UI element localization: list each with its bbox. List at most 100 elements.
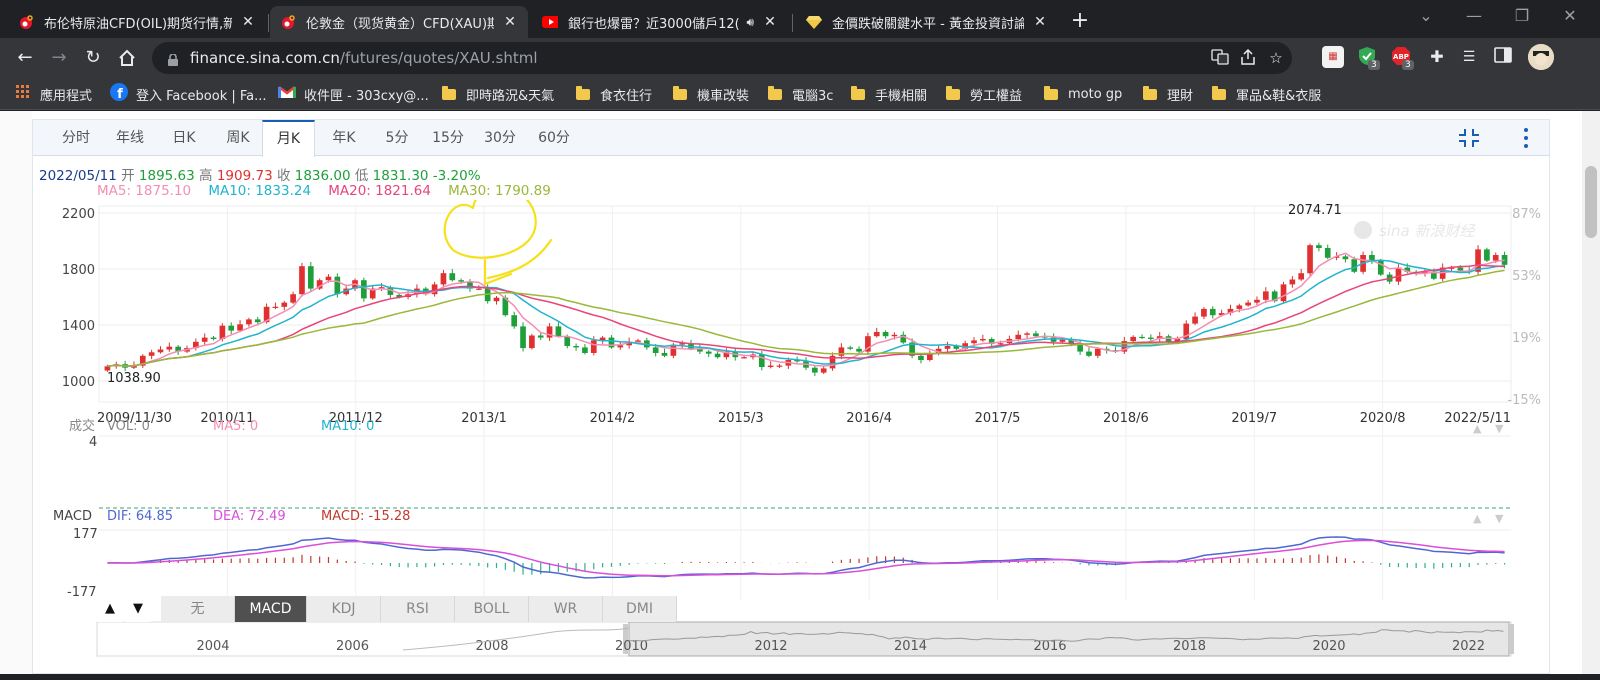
tab-period-yearline[interactable]: 年线 — [116, 130, 144, 146]
bookmark-facebook[interactable]: f 登入 Facebook | Fa... — [110, 83, 267, 104]
maximize-button[interactable]: ❐ — [1514, 6, 1530, 25]
navigator-year-label: 2008 — [475, 639, 508, 654]
profile-avatar[interactable] — [1528, 44, 1554, 70]
indicator-tab-wr[interactable]: WR — [529, 596, 603, 622]
candle-body — [1148, 337, 1154, 339]
indicator-up-button[interactable]: ▲ — [97, 596, 123, 622]
candle-body — [820, 368, 827, 373]
tab-period-60min[interactable]: 60分 — [538, 130, 570, 146]
url-text[interactable]: finance.sina.com.cn/futures/quotes/XAU.s… — [190, 49, 538, 67]
bookmark-folder-finance[interactable]: 理財 — [1143, 85, 1193, 104]
x-axis-labels: 2009/11/30 2010/11 2011/12 2013/1 2014/2 2015… — [97, 411, 1511, 426]
bookmark-star-icon[interactable]: ☆ — [1269, 49, 1283, 67]
tab-xau[interactable]: 伦敦金（现货黄金）CFD(XAU)期 ✕ — [270, 6, 528, 38]
folder-icon — [946, 85, 960, 100]
indicator-tab-rsi[interactable]: RSI — [381, 596, 455, 622]
candle-body — [590, 340, 597, 353]
volume-ma10: MA10: 0 — [321, 419, 374, 434]
candle-body — [608, 337, 615, 348]
candle-body — [564, 336, 571, 346]
candle-body — [1307, 245, 1313, 274]
more-options-icon[interactable] — [1523, 126, 1529, 150]
bookmark-apps[interactable]: 應用程式 — [16, 85, 92, 104]
tab-period-30min[interactable]: 30分 — [484, 130, 516, 146]
share-icon[interactable] — [1238, 48, 1258, 68]
y-tick-label: 2200 — [62, 207, 95, 222]
ext-news-icon[interactable]: ▦ — [1322, 46, 1344, 68]
candle-body — [661, 353, 668, 356]
right-tick-label: -15% — [1507, 393, 1541, 408]
tab-period-monthly[interactable]: 月K — [262, 120, 315, 157]
tab-period-weekly[interactable]: 周K — [226, 130, 250, 146]
watermark-text: sina 新浪财经 — [1379, 222, 1476, 240]
side-panel-icon[interactable] — [1492, 46, 1514, 68]
candle-body — [272, 306, 279, 308]
folder-icon — [851, 85, 865, 100]
bookmark-folder-living[interactable]: 食衣住行 — [576, 85, 652, 104]
close-icon[interactable]: ✕ — [1034, 14, 1046, 30]
bookmark-gmail[interactable]: 收件匣 - 303cxy@... — [278, 85, 429, 104]
bookmark-folder-gear[interactable]: 軍品&鞋&衣服 — [1212, 85, 1321, 104]
tab-search-icon[interactable]: ⌄ — [1419, 6, 1433, 25]
indicator-tab-dmi[interactable]: DMI — [603, 596, 677, 622]
bookmark-folder-traffic[interactable]: 即時路況&天氣 — [442, 85, 554, 104]
scroll-thumb[interactable] — [1585, 166, 1597, 238]
close-icon[interactable]: ✕ — [242, 14, 254, 30]
candle-body — [626, 341, 632, 346]
bookmark-folder-3c[interactable]: 電腦3c — [768, 85, 833, 104]
extensions-puzzle-icon[interactable]: ✚ — [1430, 47, 1444, 66]
tab-period-15min[interactable]: 15分 — [432, 130, 464, 146]
media-queue-icon[interactable]: ☰ — [1462, 49, 1476, 65]
tab-period-yearly[interactable]: 年K — [332, 130, 356, 146]
speaker-icon[interactable]: 🔊︎ — [746, 14, 754, 29]
home-button[interactable] — [114, 45, 140, 71]
window-close-button[interactable]: ✕ — [1563, 6, 1577, 25]
candle-body — [812, 367, 818, 373]
folder-icon — [673, 85, 687, 100]
scroll-up-arrow: ▲ — [1473, 422, 1482, 435]
candle-body — [1236, 305, 1243, 309]
indicator-tab-macd[interactable]: MACD — [235, 596, 307, 622]
bookmark-folder-phone[interactable]: 手機相關 — [851, 85, 927, 104]
navigator-line — [628, 629, 1504, 642]
navigator-year-label: 2020 — [1312, 639, 1345, 654]
tab-brent-oil[interactable]: 布伦特原油CFD(OIL)期货行情,新 ✕ — [8, 6, 266, 38]
indicator-tab-boll[interactable]: BOLL — [455, 596, 529, 622]
close-icon[interactable]: ✕ — [504, 14, 516, 30]
new-tab-button[interactable]: + — [1070, 8, 1090, 33]
tab-title: 金價跌破關鍵水平 - 黃金投資討論 — [832, 16, 1024, 32]
reload-button[interactable]: ↻ — [85, 47, 101, 68]
tab-gold-forum[interactable]: 金價跌破關鍵水平 - 黃金投資討論 ✕ — [796, 6, 1058, 38]
ext-badge: 3 — [1402, 60, 1414, 70]
page-scrollbar[interactable] — [1582, 111, 1600, 674]
candle-body — [157, 349, 164, 353]
annotation-circle — [443, 200, 537, 259]
kline-chart[interactable]: sina 新浪财经 2200 1800 1400 1000 87% 53% 19% -15%… — [33, 200, 1549, 680]
candle-body — [829, 355, 836, 369]
forward-button[interactable]: → — [51, 47, 67, 68]
bookmark-folder-motorbike[interactable]: 機車改裝 — [673, 85, 749, 104]
back-button[interactable]: ← — [17, 47, 33, 68]
candle-body — [573, 346, 579, 348]
candle-body — [537, 335, 544, 338]
tab-period-daily[interactable]: 日K — [172, 130, 196, 146]
candle-body — [1068, 339, 1075, 344]
translate-icon[interactable] — [1210, 48, 1230, 68]
close-icon[interactable]: ✕ — [764, 14, 776, 30]
tab-period-5min[interactable]: 5分 — [385, 130, 409, 146]
lock-icon[interactable] — [168, 51, 178, 66]
indicator-tab-none[interactable]: 无 — [161, 596, 235, 622]
indicator-tab-kdj[interactable]: KDJ — [307, 596, 381, 622]
bookmark-folder-motogp[interactable]: moto gp — [1044, 85, 1122, 103]
tab-period-intraday[interactable]: 分时 — [62, 130, 90, 146]
indicator-down-button[interactable]: ▼ — [125, 596, 151, 622]
candle-body — [431, 284, 438, 295]
annotation-arrow-head — [483, 258, 513, 286]
address-bar[interactable]: finance.sina.com.cn/futures/quotes/XAU.s… — [152, 42, 1292, 74]
candle-body — [316, 280, 323, 289]
bookmark-folder-labor[interactable]: 勞工權益 — [946, 85, 1022, 104]
fullscreen-icon[interactable] — [1457, 127, 1481, 149]
minimize-button[interactable]: — — [1466, 6, 1482, 25]
candle-body — [1298, 273, 1305, 280]
tab-youtube[interactable]: 銀行也爆雷？近3000儲戶12( 🔊︎ ✕ — [532, 6, 788, 38]
